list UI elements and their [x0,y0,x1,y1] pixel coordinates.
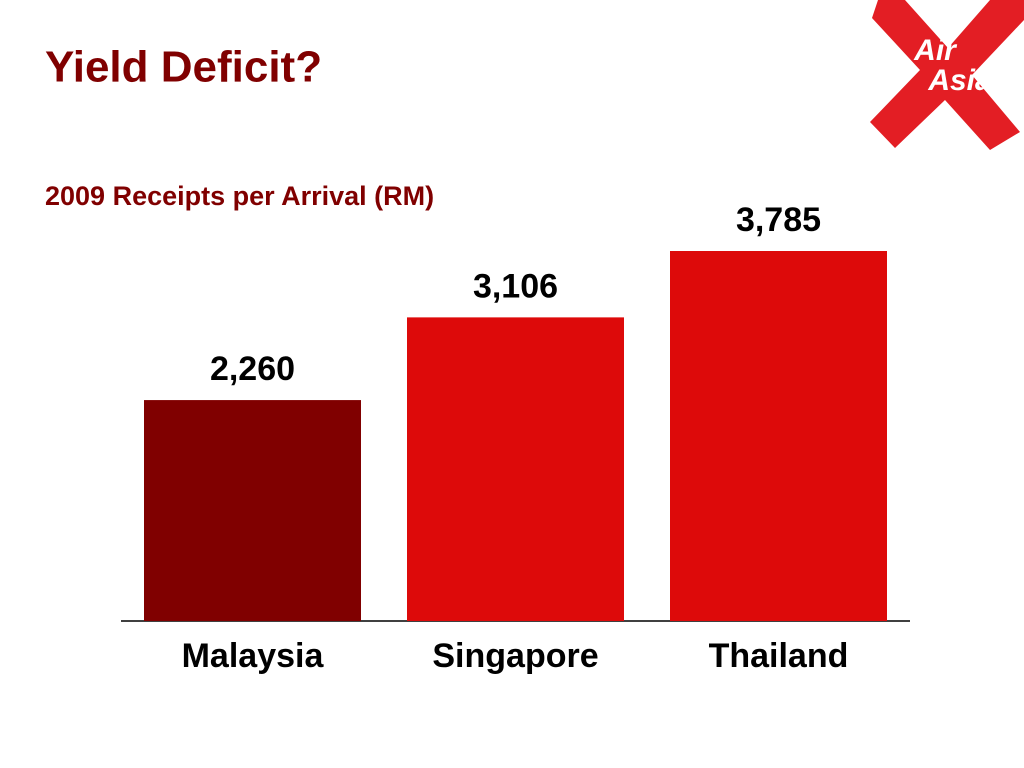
logo-text: Air [913,34,958,67]
logo-text: Asia [927,64,991,97]
logo: Air Asia [870,0,1024,150]
bar [670,251,887,621]
title: Yield Deficit? [45,43,322,92]
x-tick-label: Thailand [709,637,849,675]
logo-x [870,0,1024,150]
x-tick-label: Singapore [432,637,598,675]
subtitle: 2009 Receipts per Arrival (RM) [45,181,434,211]
value-label: 3,106 [473,267,558,305]
bar [144,400,361,621]
x-tick-label: Malaysia [182,637,325,675]
value-label: 3,785 [736,201,821,239]
value-label: 2,260 [210,350,295,388]
bar [407,317,624,621]
